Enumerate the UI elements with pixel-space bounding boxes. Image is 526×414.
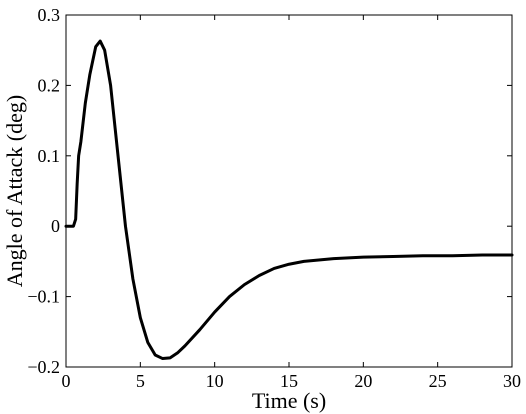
x-tick-label: 30 (503, 371, 521, 391)
y-tick-label: −0.2 (27, 357, 60, 377)
series-line (64, 39, 514, 361)
y-tick-label: 0.1 (38, 146, 61, 166)
x-tick-label: 20 (354, 371, 372, 391)
y-tick-label: −0.1 (27, 287, 60, 307)
y-axis-label: Angle of Attack (deg) (2, 95, 27, 287)
x-tick-label: 5 (136, 371, 145, 391)
x-tick-label: 10 (206, 371, 224, 391)
x-tick-label: 0 (62, 371, 71, 391)
plot-frame (65, 14, 513, 368)
y-tick-label: 0 (51, 216, 60, 236)
y-tick-label: 0.2 (38, 75, 61, 95)
y-tick-label: 0.3 (38, 5, 61, 25)
x-axis-label: Time (s) (252, 388, 326, 413)
tick-labels-layer: 0 5 10 15 20 25 30 −0.2 −0.1 0 0.1 0.2 0.3 (27, 5, 521, 391)
ticks-layer (65, 14, 513, 368)
series-layer (64, 39, 514, 361)
x-tick-label: 15 (280, 371, 298, 391)
x-tick-label: 25 (429, 371, 447, 391)
